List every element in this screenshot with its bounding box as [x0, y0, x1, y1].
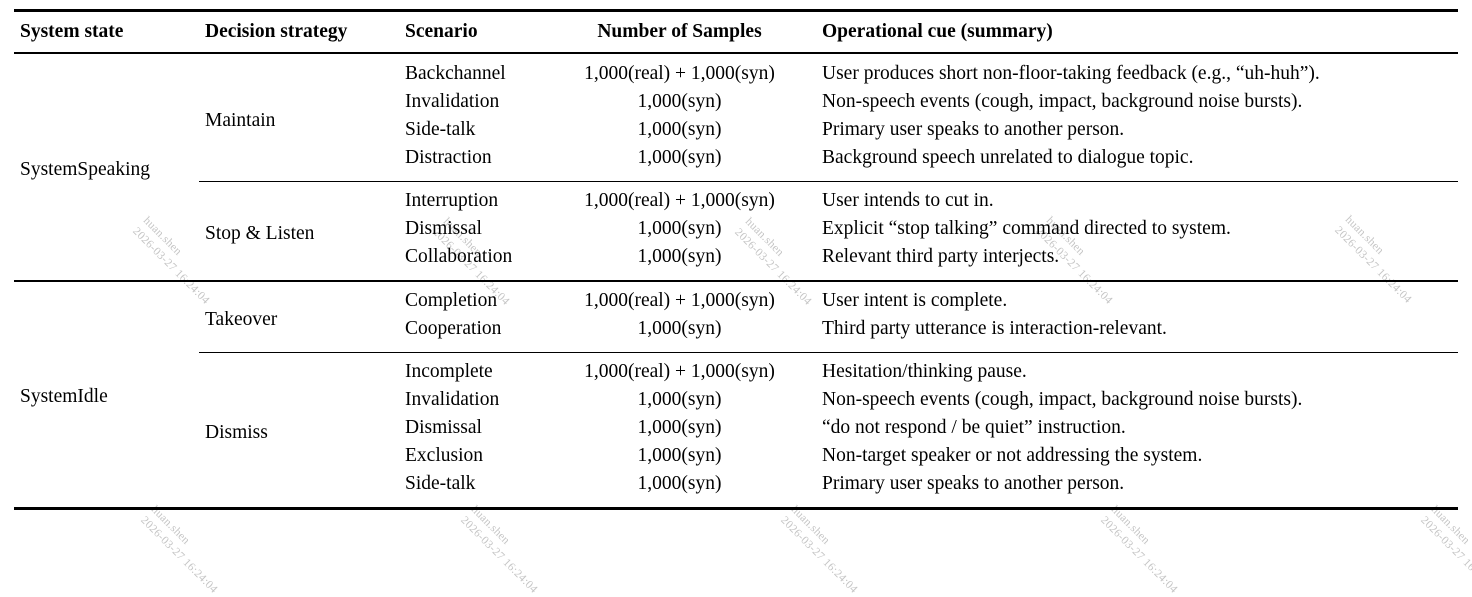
samples-cell: 1,000(syn)	[637, 218, 722, 239]
strategy-cell: Takeover	[205, 308, 278, 330]
cue-cell: Primary user speaks to another person.	[822, 473, 1125, 494]
cue-cell: User intends to cut in.	[822, 190, 994, 211]
watermark: huan.shen 2026-03-27 16:24:04	[777, 503, 871, 597]
scenario-cell: Invalidation	[405, 91, 500, 112]
scenario-cell: Invalidation	[405, 389, 500, 410]
strategy-cell: Stop & Listen	[205, 222, 315, 244]
cue-cell: “do not respond / be quiet” instruction.	[822, 417, 1126, 438]
col-header-system-state: System state	[20, 21, 124, 42]
cue-cell: User intent is complete.	[822, 290, 1008, 311]
watermark: huan.shen 2026-03-27 16:24:04	[137, 503, 231, 597]
scenario-cell: Cooperation	[405, 318, 502, 339]
cue-cell: Non-speech events (cough, impact, backgr…	[822, 389, 1303, 410]
scenario-cell: Interruption	[405, 190, 499, 211]
cue-cell: User produces short non-floor-taking fee…	[822, 63, 1320, 84]
col-header-operational-cue: Operational cue (summary)	[822, 21, 1053, 42]
cue-cell: Third party utterance is interaction-rel…	[822, 318, 1167, 339]
watermark-user: huan.shen	[788, 503, 832, 547]
scenario-cell: Side-talk	[405, 119, 476, 140]
cue-cell: Background speech unrelated to dialogue …	[822, 147, 1194, 168]
samples-cell: 1,000(real) + 1,000(syn)	[584, 190, 775, 211]
table-row: Stop & Listen Interruption 1,000(real) +…	[14, 181, 1458, 244]
scenario-cell: Backchannel	[405, 63, 506, 84]
dataset-scenario-table: System state Decision strategy Scenario …	[14, 9, 1458, 510]
paper-page: { "watermark": { "line1": "huan.shen", "…	[0, 9, 1472, 596]
header-row: System state Decision strategy Scenario …	[14, 11, 1458, 53]
scenario-cell: Completion	[405, 290, 498, 311]
strategy-cell: Maintain	[205, 109, 276, 131]
scenario-cell: Distraction	[405, 147, 492, 168]
table-row: Side-talk 1,000(syn) Primary user speaks…	[14, 116, 1458, 144]
watermark: huan.shen 2026-03-27 16:24:04	[457, 503, 551, 597]
table-row: SystemIdle Takeover Completion 1,000(rea…	[14, 281, 1458, 407]
samples-cell: 1,000(real) + 1,000(syn)	[584, 63, 775, 84]
watermark-timestamp: 2026-03-27 16:24:04	[1418, 514, 1472, 596]
col-header-scenario: Scenario	[405, 21, 478, 42]
table-row: Dismiss Incomplete 1,000(real) + 1,000(s…	[14, 352, 1458, 443]
strategy-cell: Dismiss	[205, 421, 268, 443]
table-header: System state Decision strategy Scenario …	[14, 11, 1458, 53]
table-row: Distraction 1,000(syn) Background speech…	[14, 144, 1458, 182]
watermark-timestamp: 2026-03-27 16:24:04	[138, 514, 220, 596]
samples-cell: 1,000(syn)	[637, 389, 722, 410]
scenario-cell: Dismissal	[405, 417, 482, 438]
samples-cell: 1,000(syn)	[637, 246, 722, 267]
scenario-cell: Incomplete	[405, 361, 493, 382]
watermark-user: huan.shen	[148, 503, 192, 547]
table-row: Side-talk 1,000(syn) Primary user speaks…	[14, 470, 1458, 509]
samples-cell: 1,000(syn)	[637, 119, 722, 140]
table-row: Invalidation 1,000(syn) Non-speech event…	[14, 386, 1458, 414]
scenario-cell: Dismissal	[405, 218, 482, 239]
samples-cell: 1,000(syn)	[637, 473, 722, 494]
table-row: Exclusion 1,000(syn) Non-target speaker …	[14, 442, 1458, 470]
col-header-decision-strategy: Decision strategy	[205, 21, 348, 42]
watermark-user: huan.shen	[1428, 503, 1472, 547]
scenario-cell: Collaboration	[405, 246, 513, 267]
table-row: Collaboration 1,000(syn) Relevant third …	[14, 243, 1458, 281]
samples-cell: 1,000(syn)	[637, 318, 722, 339]
samples-cell: 1,000(syn)	[637, 445, 722, 466]
scenario-cell: Side-talk	[405, 473, 476, 494]
cue-cell: Non-target speaker or not addressing the…	[822, 445, 1203, 466]
scenario-cell: Exclusion	[405, 445, 483, 466]
watermark: huan.shen 2026-03-27 16:24:04	[1097, 503, 1191, 597]
samples-cell: 1,000(real) + 1,000(syn)	[584, 361, 775, 382]
state-cell: SystemIdle	[20, 386, 108, 407]
table-row: Dismissal 1,000(syn) Explicit “stop talk…	[14, 215, 1458, 243]
table-row: Invalidation 1,000(syn) Non-speech event…	[14, 88, 1458, 116]
samples-cell: 1,000(syn)	[637, 147, 722, 168]
watermark-timestamp: 2026-03-27 16:24:04	[778, 514, 860, 596]
cue-cell: Primary user speaks to another person.	[822, 119, 1125, 140]
watermark: huan.shen 2026-03-27 16:24:04	[1417, 503, 1472, 597]
cue-cell: Relevant third party interjects.	[822, 246, 1060, 267]
samples-cell: 1,000(syn)	[637, 417, 722, 438]
watermark-user: huan.shen	[468, 503, 512, 547]
samples-cell: 1,000(syn)	[637, 91, 722, 112]
samples-cell: 1,000(real) + 1,000(syn)	[584, 290, 775, 311]
col-header-number-of-samples: Number of Samples	[597, 21, 762, 42]
watermark-timestamp: 2026-03-27 16:24:04	[1098, 514, 1180, 596]
table-row: Dismissal 1,000(syn) “do not respond / b…	[14, 414, 1458, 442]
table-row: Cooperation 1,000(syn) Third party utter…	[14, 315, 1458, 353]
watermark-user: huan.shen	[1108, 503, 1152, 547]
watermark-timestamp: 2026-03-27 16:24:04	[458, 514, 540, 596]
state-cell: SystemSpeaking	[20, 159, 150, 180]
table-row: SystemSpeaking Maintain Backchannel 1,00…	[14, 53, 1458, 180]
cue-cell: Non-speech events (cough, impact, backgr…	[822, 91, 1303, 112]
cue-cell: Explicit “stop talking” command directed…	[822, 218, 1231, 239]
cue-cell: Hesitation/thinking pause.	[822, 361, 1027, 382]
